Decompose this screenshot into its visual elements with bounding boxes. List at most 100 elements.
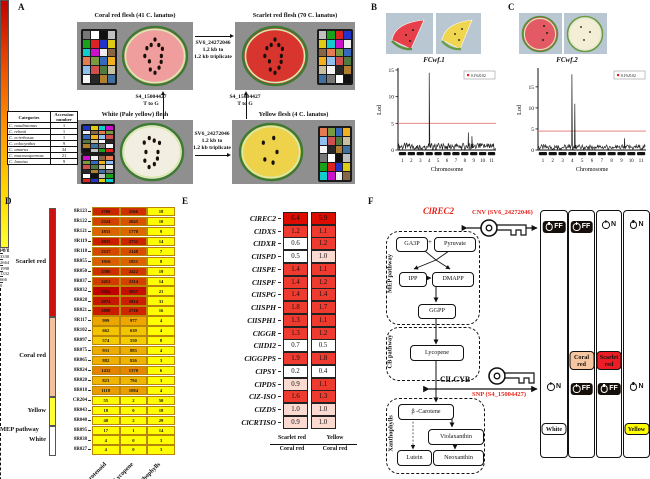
heatmap-cell: 2974 xyxy=(92,296,120,306)
gene-row: ClISPE 1.4 1.1 xyxy=(198,262,338,276)
ratio-header: Yellow Coral red xyxy=(313,435,357,454)
key-icon xyxy=(480,219,527,237)
power-icon xyxy=(546,383,555,391)
heatmap-cell: 0 xyxy=(119,445,148,455)
gene-name: ClDXS xyxy=(254,226,276,236)
heatmap-cell: 4 xyxy=(92,435,120,445)
pathway-bracket xyxy=(0,433,650,479)
heatmap-cell: 14 xyxy=(147,425,175,435)
svg-text:9: 9 xyxy=(473,159,476,164)
gene-row: ClGGPPS 1.9 1.8 xyxy=(198,352,338,366)
arrowhead-right-icon xyxy=(230,33,234,38)
heatmap-cell: 3 xyxy=(147,435,175,445)
table-row: C. lanatus 9 xyxy=(7,158,78,166)
expression-cell: 1.1 xyxy=(310,377,336,391)
svg-text:8: 8 xyxy=(464,159,467,164)
node-dmapp: DMAPP xyxy=(432,272,474,287)
coral-red-title: Coral red flesh (41 C. lanatus) xyxy=(94,12,176,19)
colorbar-tick-label: 3330 xyxy=(0,254,10,260)
svg-text:6: 6 xyxy=(446,159,449,164)
gene-name: ClGGPPS xyxy=(244,354,276,364)
svg-text:7: 7 xyxy=(455,159,458,164)
white-flesh-title: White (Pale yellow) flesh xyxy=(101,111,169,118)
sample-id: 8R043 xyxy=(73,407,87,413)
colorbar-tick xyxy=(0,270,3,272)
coral-red-photo xyxy=(77,22,193,90)
panel-d-label: D xyxy=(5,196,12,206)
svg-text:5: 5 xyxy=(391,121,394,127)
red-half-photo xyxy=(519,13,562,54)
sample-id: 8R020 xyxy=(73,377,87,383)
heatmap-cell: 3057 xyxy=(119,286,148,296)
heatmap-cell: 662 xyxy=(92,326,120,336)
svg-text:3: 3 xyxy=(561,159,564,164)
heatmap-cell: 2314 xyxy=(119,276,148,286)
heatmap-row: 8R102 662 639 4 xyxy=(56,326,175,336)
table-row: C. ecirrhosus 1 xyxy=(7,134,78,142)
table-row: C. naudinianus 1 xyxy=(7,122,78,130)
colorbar-tick-label: 1998 xyxy=(0,265,10,271)
svg-text:10: 10 xyxy=(529,106,535,112)
expression-cell: 1.0 xyxy=(310,415,336,429)
gene-name: ClISPE xyxy=(251,264,276,274)
heatmap-cell: 4 xyxy=(147,326,175,336)
heatmap-cell: 14 xyxy=(147,276,175,286)
yellow-watermelon-image xyxy=(238,122,304,182)
gene-name: ClZDS xyxy=(254,405,276,415)
heatmap-cell: 1118 xyxy=(92,385,120,396)
switch-on: N xyxy=(629,383,644,391)
heatmap-cell: 3 xyxy=(147,355,175,366)
heatmap-cell: 2720 xyxy=(119,306,148,316)
heatmap-row: 8R018 1118 1084 4 xyxy=(56,385,175,396)
node-pyruvate: Pyruvate xyxy=(434,237,476,252)
table-header-categories: Categories xyxy=(7,110,51,124)
expression-cell: 1.0 xyxy=(283,403,308,417)
heatmap-cell: 1370 xyxy=(119,365,148,376)
plot-b-title: FCwf.1 xyxy=(423,56,445,64)
scarlet-red-photo xyxy=(235,22,355,90)
sample-id: 8R021 xyxy=(73,308,87,314)
svg-text:3: 3 xyxy=(419,159,422,164)
expression-cell: 1.8 xyxy=(283,301,308,315)
heatmap-cell: 2 xyxy=(119,395,148,406)
heatmap-cell: 4 xyxy=(147,316,175,326)
heatmap-cell: 882 xyxy=(92,355,120,366)
heatmap-cell: 826 xyxy=(119,355,148,366)
gene-row: ClGGR 1.3 1.2 xyxy=(198,326,338,340)
heatmap-cell: 17 xyxy=(92,425,120,435)
colorbar-unit: μg/g xyxy=(0,248,10,254)
phenotype-column: FF N White xyxy=(540,210,568,458)
mep-pathway-box xyxy=(386,231,480,325)
red-watermelon-half-image xyxy=(521,15,559,53)
heatmap-cell: 8 xyxy=(147,336,175,346)
power-icon xyxy=(629,383,637,391)
node-ga3p: GA3P xyxy=(396,237,428,252)
heatmap-cell: 3 xyxy=(147,375,175,386)
switch-off: FF xyxy=(597,383,621,395)
sample-id: 8R102 xyxy=(73,328,87,334)
gene-row: ClZDS 1.0 1.0 xyxy=(198,403,338,417)
sample-id: 8R119 xyxy=(74,238,87,244)
plot-c-title: FCwf.2 xyxy=(556,56,578,64)
sample-id: 8R018 xyxy=(73,387,87,393)
heatmap-cell: 16 xyxy=(147,306,175,316)
group-label: Yellow xyxy=(27,406,46,414)
accession-count: 1 xyxy=(50,128,78,136)
gene-row: ClISPF 1.4 1.2 xyxy=(198,275,338,289)
heatmap-cell: 2237 xyxy=(92,246,120,257)
expression-cell: 1.0 xyxy=(310,403,336,417)
gene-row: ClZ-ISO 1.6 1.3 xyxy=(198,390,338,404)
svg-text:0: 0 xyxy=(391,148,394,154)
expression-cell: 0.2 xyxy=(283,364,308,378)
expression-cell: 1.4 xyxy=(283,275,308,289)
switch-off: FF xyxy=(542,221,566,233)
gene-row: ClDXS 1.2 1.1 xyxy=(198,224,338,238)
node-neoxanthin: Neoxanthin xyxy=(433,450,484,466)
node-lycopene: Lycopene xyxy=(410,345,464,361)
heatmap-row: 8R119 2835 2732 14 xyxy=(56,236,175,247)
switch-off: FF xyxy=(570,221,593,233)
panel-f-label: F xyxy=(368,196,374,206)
expression-cell: 1.2 xyxy=(310,275,336,289)
svg-text:Chromosome: Chromosome xyxy=(431,167,464,173)
switch-text: N xyxy=(638,221,644,229)
